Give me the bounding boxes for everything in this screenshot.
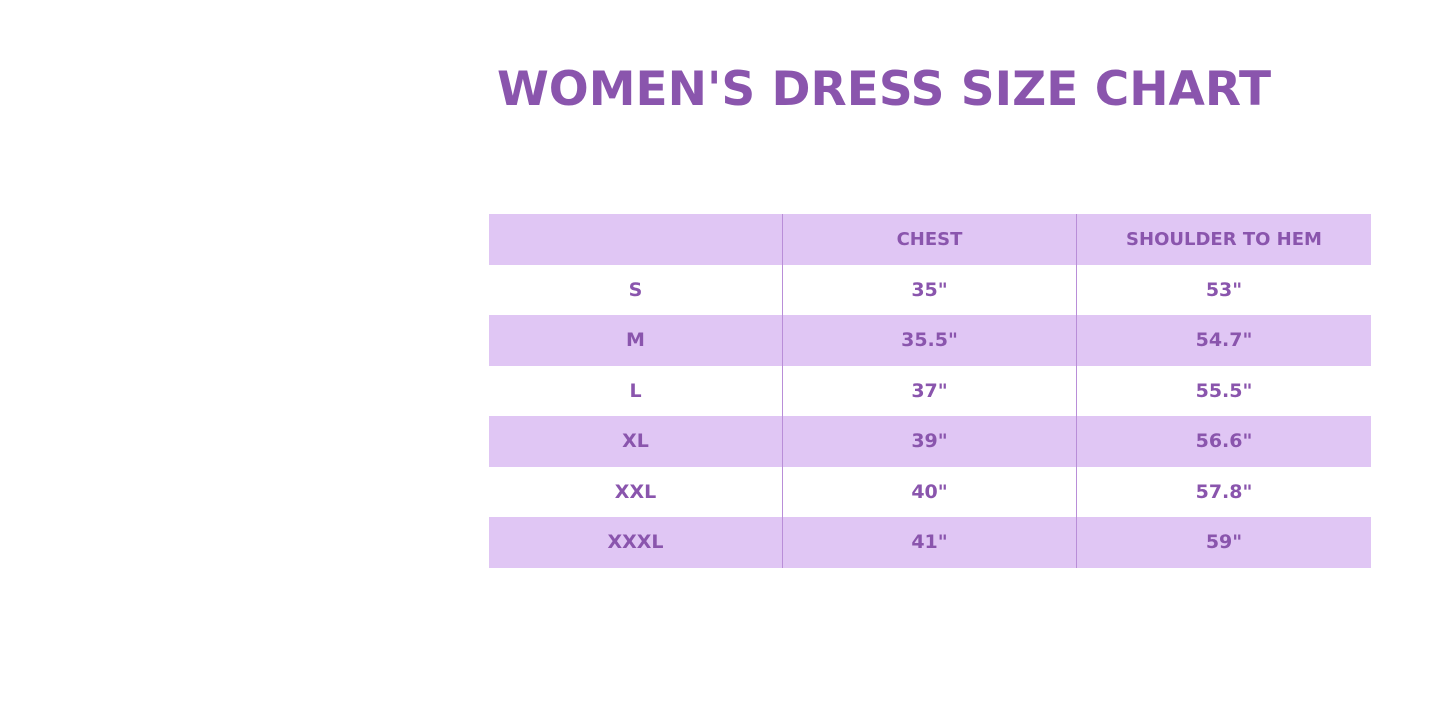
chest-cell: 39" (782, 416, 1077, 467)
header-chest: CHEST (782, 214, 1077, 265)
chest-cell: 41" (782, 517, 1077, 568)
size-cell: M (489, 315, 783, 366)
table-row: XXL 40" 57.8" (489, 466, 1371, 517)
length-cell: 56.6" (1076, 416, 1371, 467)
length-cell: 59" (1076, 517, 1371, 568)
table-row: XL 39" 56.6" (489, 416, 1371, 467)
length-cell: 57.8" (1195, 480, 1253, 503)
header-shoulder-to-hem: SHOULDER TO HEM (1076, 214, 1371, 265)
chest-cell: 37" (782, 365, 1077, 416)
size-cell: XXL (489, 466, 783, 517)
chest-cell: 35.5" (782, 315, 1077, 366)
length-cell: 54.7" (1076, 315, 1371, 366)
size-cell: XL (489, 416, 783, 467)
size-cell: S (489, 264, 783, 315)
table-row: XXXL 41" 59" (489, 517, 1371, 568)
page-title: WOMEN'S DRESS SIZE CHART (496, 62, 1272, 117)
size-cell: L (489, 365, 783, 416)
chest-cell: 40" (782, 466, 1077, 517)
header-size (489, 214, 783, 265)
table-row: L 37" 55.5" (489, 365, 1371, 416)
table-row: S 35" 53" (489, 264, 1371, 315)
length-cell: 53" (1205, 278, 1243, 301)
size-cell: XXXL (489, 517, 783, 568)
chest-cell: 35" (782, 264, 1077, 315)
length-cell: 55.5" (1195, 379, 1253, 402)
table-row: M 35.5" 54.7" (489, 315, 1371, 366)
table-header-row: CHEST SHOULDER TO HEM (489, 214, 1371, 265)
size-chart-table: CHEST SHOULDER TO HEM S 35" 53" M 35.5" … (489, 214, 1371, 568)
